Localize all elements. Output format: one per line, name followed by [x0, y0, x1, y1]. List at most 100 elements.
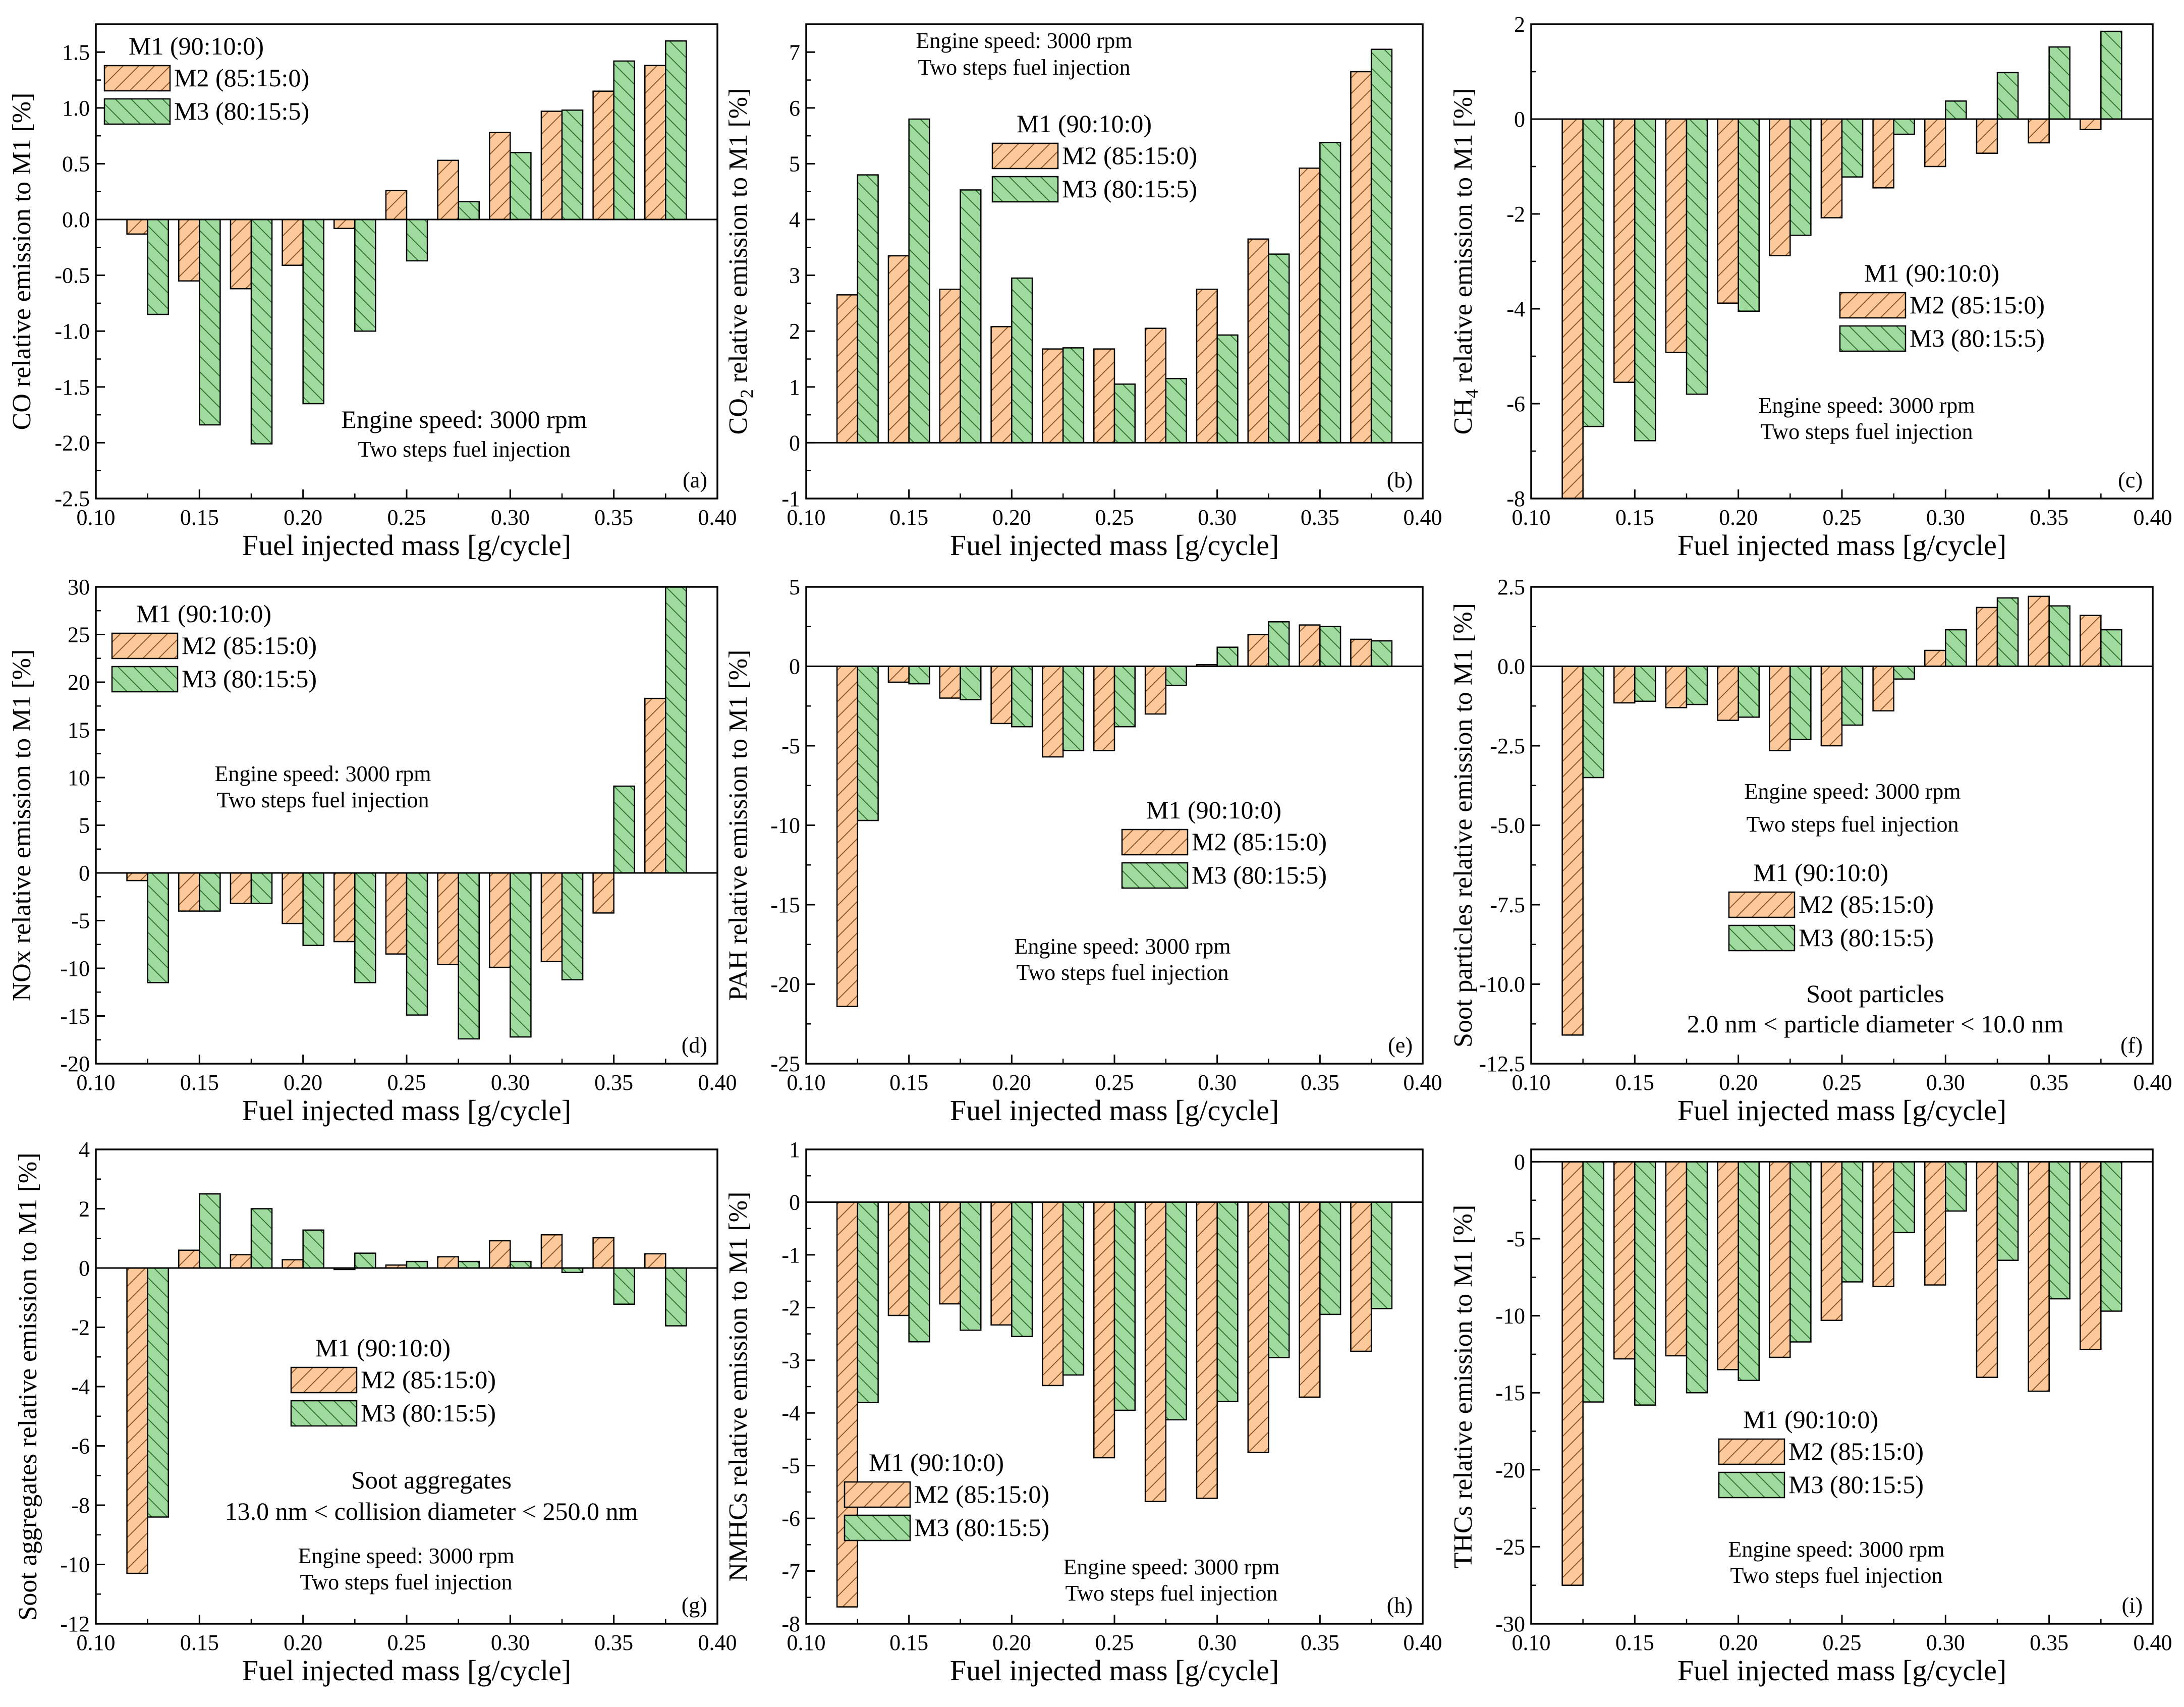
xtick-label: 0.40 [698, 505, 737, 530]
panel-label: (h) [1387, 1593, 1413, 1618]
bar-b-m2-6 [1144, 327, 1167, 444]
bar-a-m2-6 [437, 159, 459, 221]
bars-b [836, 48, 1393, 444]
legend-entry-m1: M1 (90:10:0) [136, 599, 271, 628]
legend-swatch-m2 [1121, 829, 1189, 856]
bar-h-m2-4 [1042, 1201, 1064, 1387]
ytick-label: -5 [781, 1454, 800, 1478]
bar-c-m2-8 [1976, 118, 1998, 154]
xtick-label: 0.35 [1301, 505, 1339, 530]
bar-i-m2-2 [1665, 1161, 1688, 1357]
x-axis-label: Fuel injected mass [g/cycle] [950, 529, 1279, 562]
xtick-label: 0.20 [992, 1070, 1031, 1095]
annotation: Engine speed: 3000 rpm [1745, 779, 1961, 804]
bar-i-m3-6 [1893, 1161, 1915, 1234]
ytick-label: -8 [781, 1612, 800, 1636]
xtick-label: 0.25 [1823, 1070, 1862, 1095]
bar-f-m2-10 [2080, 615, 2102, 667]
ytick-label: 1.0 [62, 96, 90, 121]
bar-i-m2-8 [1976, 1161, 1998, 1378]
xtick-label: 0.35 [2030, 1070, 2068, 1095]
bar-f-m3-1 [1634, 666, 1656, 702]
ytick-label: 0 [789, 654, 800, 679]
xtick-label: 0.10 [77, 1630, 116, 1655]
bar-f-m3-0 [1582, 666, 1604, 779]
bar-c-m2-2 [1665, 118, 1688, 353]
bar-i-m2-4 [1769, 1161, 1791, 1358]
ytick-label: 0 [1514, 1149, 1525, 1174]
ytick-label: 5 [789, 575, 800, 599]
ytick-label: -0.5 [54, 263, 90, 288]
bar-b-m3-6 [1165, 377, 1187, 444]
xtick-label: 0.35 [594, 1070, 633, 1095]
bar-g-m2-2 [230, 1254, 252, 1269]
bar-c-m3-1 [1634, 118, 1656, 442]
bar-g-m3-1 [199, 1193, 221, 1269]
bar-f-m3-6 [1893, 666, 1915, 680]
annotation: 13.0 nm < collision diameter < 250.0 nm [225, 1497, 638, 1525]
annotation: Two steps fuel injection [1761, 419, 1973, 444]
bar-e-m3-8 [1268, 621, 1290, 667]
bar-a-m3-1 [199, 218, 221, 426]
ytick-label: 1.5 [62, 40, 90, 65]
ytick-label: -4 [781, 1401, 800, 1425]
bar-g-m3-9 [613, 1267, 635, 1305]
legend-swatch-m2 [1728, 891, 1796, 918]
annotation: Engine speed: 3000 rpm [1015, 934, 1231, 959]
legend-swatch-m3 [290, 1400, 358, 1427]
bar-c-m3-6 [1893, 118, 1915, 135]
ytick-label: -25 [770, 1052, 800, 1076]
bar-e-m2-0 [836, 666, 859, 1007]
ytick-label: -20 [1495, 1458, 1525, 1482]
legend-entry-m2: M2 (85:15:0) [361, 1365, 496, 1394]
ytick-label: 0.5 [62, 151, 90, 176]
bar-g-m3-4 [354, 1252, 376, 1269]
annotation: Two steps fuel injection [1066, 1581, 1278, 1606]
bar-h-m3-2 [960, 1201, 982, 1331]
bar-a-m2-4 [333, 218, 356, 230]
xtick-label: 0.25 [1823, 505, 1862, 530]
legend-swatch-m3 [103, 98, 171, 125]
bar-h-m3-8 [1268, 1201, 1290, 1358]
bar-b-m2-3 [990, 326, 1013, 444]
x-axis-label: Fuel injected mass [g/cycle] [242, 1094, 571, 1127]
xtick-label: 0.30 [1198, 1070, 1237, 1095]
xtick-label: 0.10 [787, 505, 826, 530]
annotation: Soot particles [1806, 979, 1944, 1008]
xtick-label: 0.40 [698, 1070, 737, 1095]
ytick-label: 30 [68, 575, 90, 599]
bar-g-m2-6 [437, 1256, 459, 1269]
legend-entry-m3: M3 (80:15:5) [182, 665, 317, 693]
panel-label: (f) [2120, 1033, 2143, 1058]
xtick-label: 0.10 [1512, 1070, 1551, 1095]
x-axis-label: Fuel injected mass [g/cycle] [1677, 1094, 2006, 1127]
bars-f [1561, 595, 2122, 1036]
xtick-label: 0.40 [698, 1630, 737, 1655]
annotation: Two steps fuel injection [918, 55, 1131, 80]
bar-b-m2-5 [1093, 348, 1115, 444]
bar-h-m2-7 [1196, 1201, 1218, 1499]
xtick-label: 0.10 [77, 505, 116, 530]
bar-f-m2-0 [1561, 666, 1584, 1036]
bar-b-m3-7 [1216, 334, 1239, 444]
bar-d-m2-6 [437, 872, 459, 965]
ytick-label: -8 [71, 1493, 90, 1518]
bars-i [1561, 1161, 2122, 1586]
ytick-label: -20 [60, 1052, 90, 1076]
xtick-label: 0.20 [1719, 1630, 1758, 1655]
bar-h-m3-4 [1062, 1201, 1085, 1376]
ytick-label: -12 [60, 1612, 90, 1636]
ytick-label: 5 [789, 151, 800, 176]
legend-entry-m2: M2 (85:15:0) [1799, 890, 1934, 918]
bar-i-m3-10 [2100, 1161, 2122, 1312]
xtick-label: 0.30 [1198, 1630, 1237, 1655]
legend-g: M1 (90:10:0) M2 (85:15:0) M3 (80:15:5) [290, 1334, 496, 1427]
legend-entry-m1: M1 (90:10:0) [129, 32, 264, 60]
panel-a: 0.10 0.15 0.20 0.25 0.30 0.35 0.40 -2.5 -2.0 -1.5… [8, 23, 737, 562]
annotation: Engine speed: 3000 rpm [298, 1544, 515, 1568]
bar-f-m3-8 [1996, 597, 2019, 667]
xtick-label: 0.25 [387, 505, 426, 530]
bar-b-m3-2 [960, 189, 982, 444]
xtick-label: 0.40 [2134, 1630, 2172, 1655]
bar-i-m3-2 [1686, 1161, 1708, 1394]
